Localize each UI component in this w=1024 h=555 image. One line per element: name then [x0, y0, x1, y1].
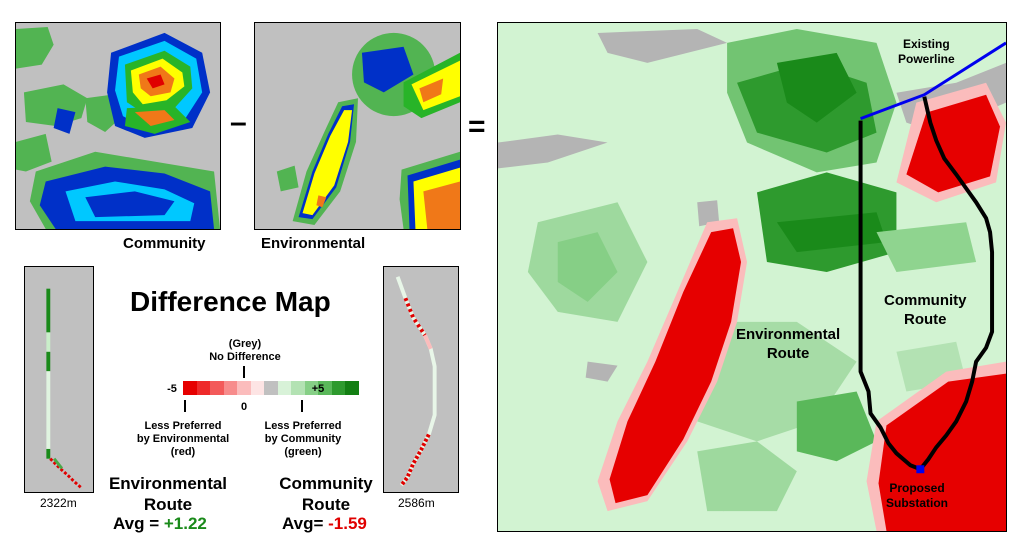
- map-env-route-line-2: Route: [766, 345, 810, 362]
- community-route-map-label: Community Route: [884, 291, 967, 329]
- community-route-length: 2586m: [398, 496, 435, 510]
- community-map-label: Community: [123, 235, 206, 252]
- substation-marker: [916, 465, 925, 474]
- scale-swatch-7: [277, 381, 291, 395]
- difference-color-scale: [183, 381, 359, 395]
- environmental-route-strip-graphic: [25, 269, 93, 490]
- scale-swatch-2: [210, 381, 224, 395]
- map-community-route-line-2: Route: [904, 311, 947, 328]
- scale-swatch-8: [291, 381, 305, 395]
- less-env-line-1: Less Preferred: [144, 420, 222, 432]
- scale-swatch-12: [345, 381, 359, 395]
- map-env-route-line-1: Environmental: [736, 326, 841, 343]
- environmental-route-length: 2322m: [40, 496, 77, 510]
- powerline-line-2: Powerline: [898, 52, 955, 66]
- no-difference-tick: [243, 366, 245, 378]
- com-route-title-line-2: Route: [301, 495, 351, 514]
- community-preference-map: [15, 22, 221, 230]
- less-com-line-3: (green): [284, 446, 322, 458]
- com-avg-value: -1.59: [328, 514, 367, 533]
- difference-map-title: Difference Map: [130, 286, 331, 317]
- environmental-preference-map: [254, 22, 461, 230]
- env-avg-value: +1.22: [163, 514, 207, 533]
- community-route-avg: Avg= -1.59: [282, 514, 367, 534]
- substation-line-1: Proposed: [889, 481, 945, 495]
- less-env-line-2: by Environmental: [136, 433, 230, 445]
- community-map-graphic: [16, 23, 220, 229]
- scale-swatch-4: [237, 381, 251, 395]
- community-route-strip: [383, 266, 459, 493]
- environmental-route-strip: [24, 266, 94, 493]
- less-com-line-1: Less Preferred: [264, 420, 342, 432]
- com-avg-label: Avg=: [282, 514, 329, 533]
- minus-operator: –: [230, 106, 247, 139]
- scale-right-tick: [301, 400, 303, 412]
- env-avg-label: Avg =: [113, 514, 164, 533]
- scale-swatch-6: [264, 381, 278, 395]
- equals-operator: =: [468, 110, 486, 143]
- community-route-title: Community Route: [270, 473, 382, 515]
- environmental-route-map-label: Environmental Route: [736, 325, 840, 363]
- environmental-map-graphic: [255, 23, 460, 229]
- grey-label: (Grey): [228, 338, 262, 350]
- difference-map: [497, 22, 1007, 532]
- community-route-strip-graphic: [384, 268, 458, 491]
- powerline-line-1: Existing: [903, 37, 950, 51]
- environmental-route-title: Environmental Route: [100, 473, 236, 515]
- scale-swatch-3: [223, 381, 237, 395]
- difference-map-graphic: [498, 23, 1006, 531]
- less-com-line-2: by Community: [264, 433, 342, 445]
- env-route-title-line-2: Route: [143, 495, 193, 514]
- scale-left-tick: [184, 400, 186, 412]
- existing-powerline-label: Existing Powerline: [898, 37, 955, 67]
- scale-zero-label: 0: [240, 401, 248, 413]
- scale-swatch-10: [318, 381, 332, 395]
- scale-max-label: +5: [311, 383, 325, 395]
- less-preferred-env-label: Less Preferred by Environmental (red): [128, 420, 238, 459]
- map-community-route-line-1: Community: [884, 292, 967, 309]
- scale-swatch-5: [250, 381, 264, 395]
- no-difference-label: No Difference: [209, 351, 281, 363]
- scale-min-label: -5: [167, 383, 177, 395]
- env-route-title-line-1: Environmental: [108, 474, 228, 493]
- environmental-route-avg: Avg = +1.22: [113, 514, 207, 534]
- proposed-substation-label: Proposed Substation: [886, 481, 948, 511]
- scale-swatch-11: [331, 381, 345, 395]
- scale-swatch-1: [196, 381, 210, 395]
- environmental-map-label: Environmental: [261, 235, 366, 252]
- substation-line-2: Substation: [886, 496, 948, 510]
- scale-swatch-9: [304, 381, 318, 395]
- scale-swatch-0: [183, 381, 197, 395]
- less-env-line-3: (red): [170, 446, 196, 458]
- com-route-title-line-1: Community: [279, 474, 373, 493]
- less-preferred-com-label: Less Preferred by Community (green): [248, 420, 358, 459]
